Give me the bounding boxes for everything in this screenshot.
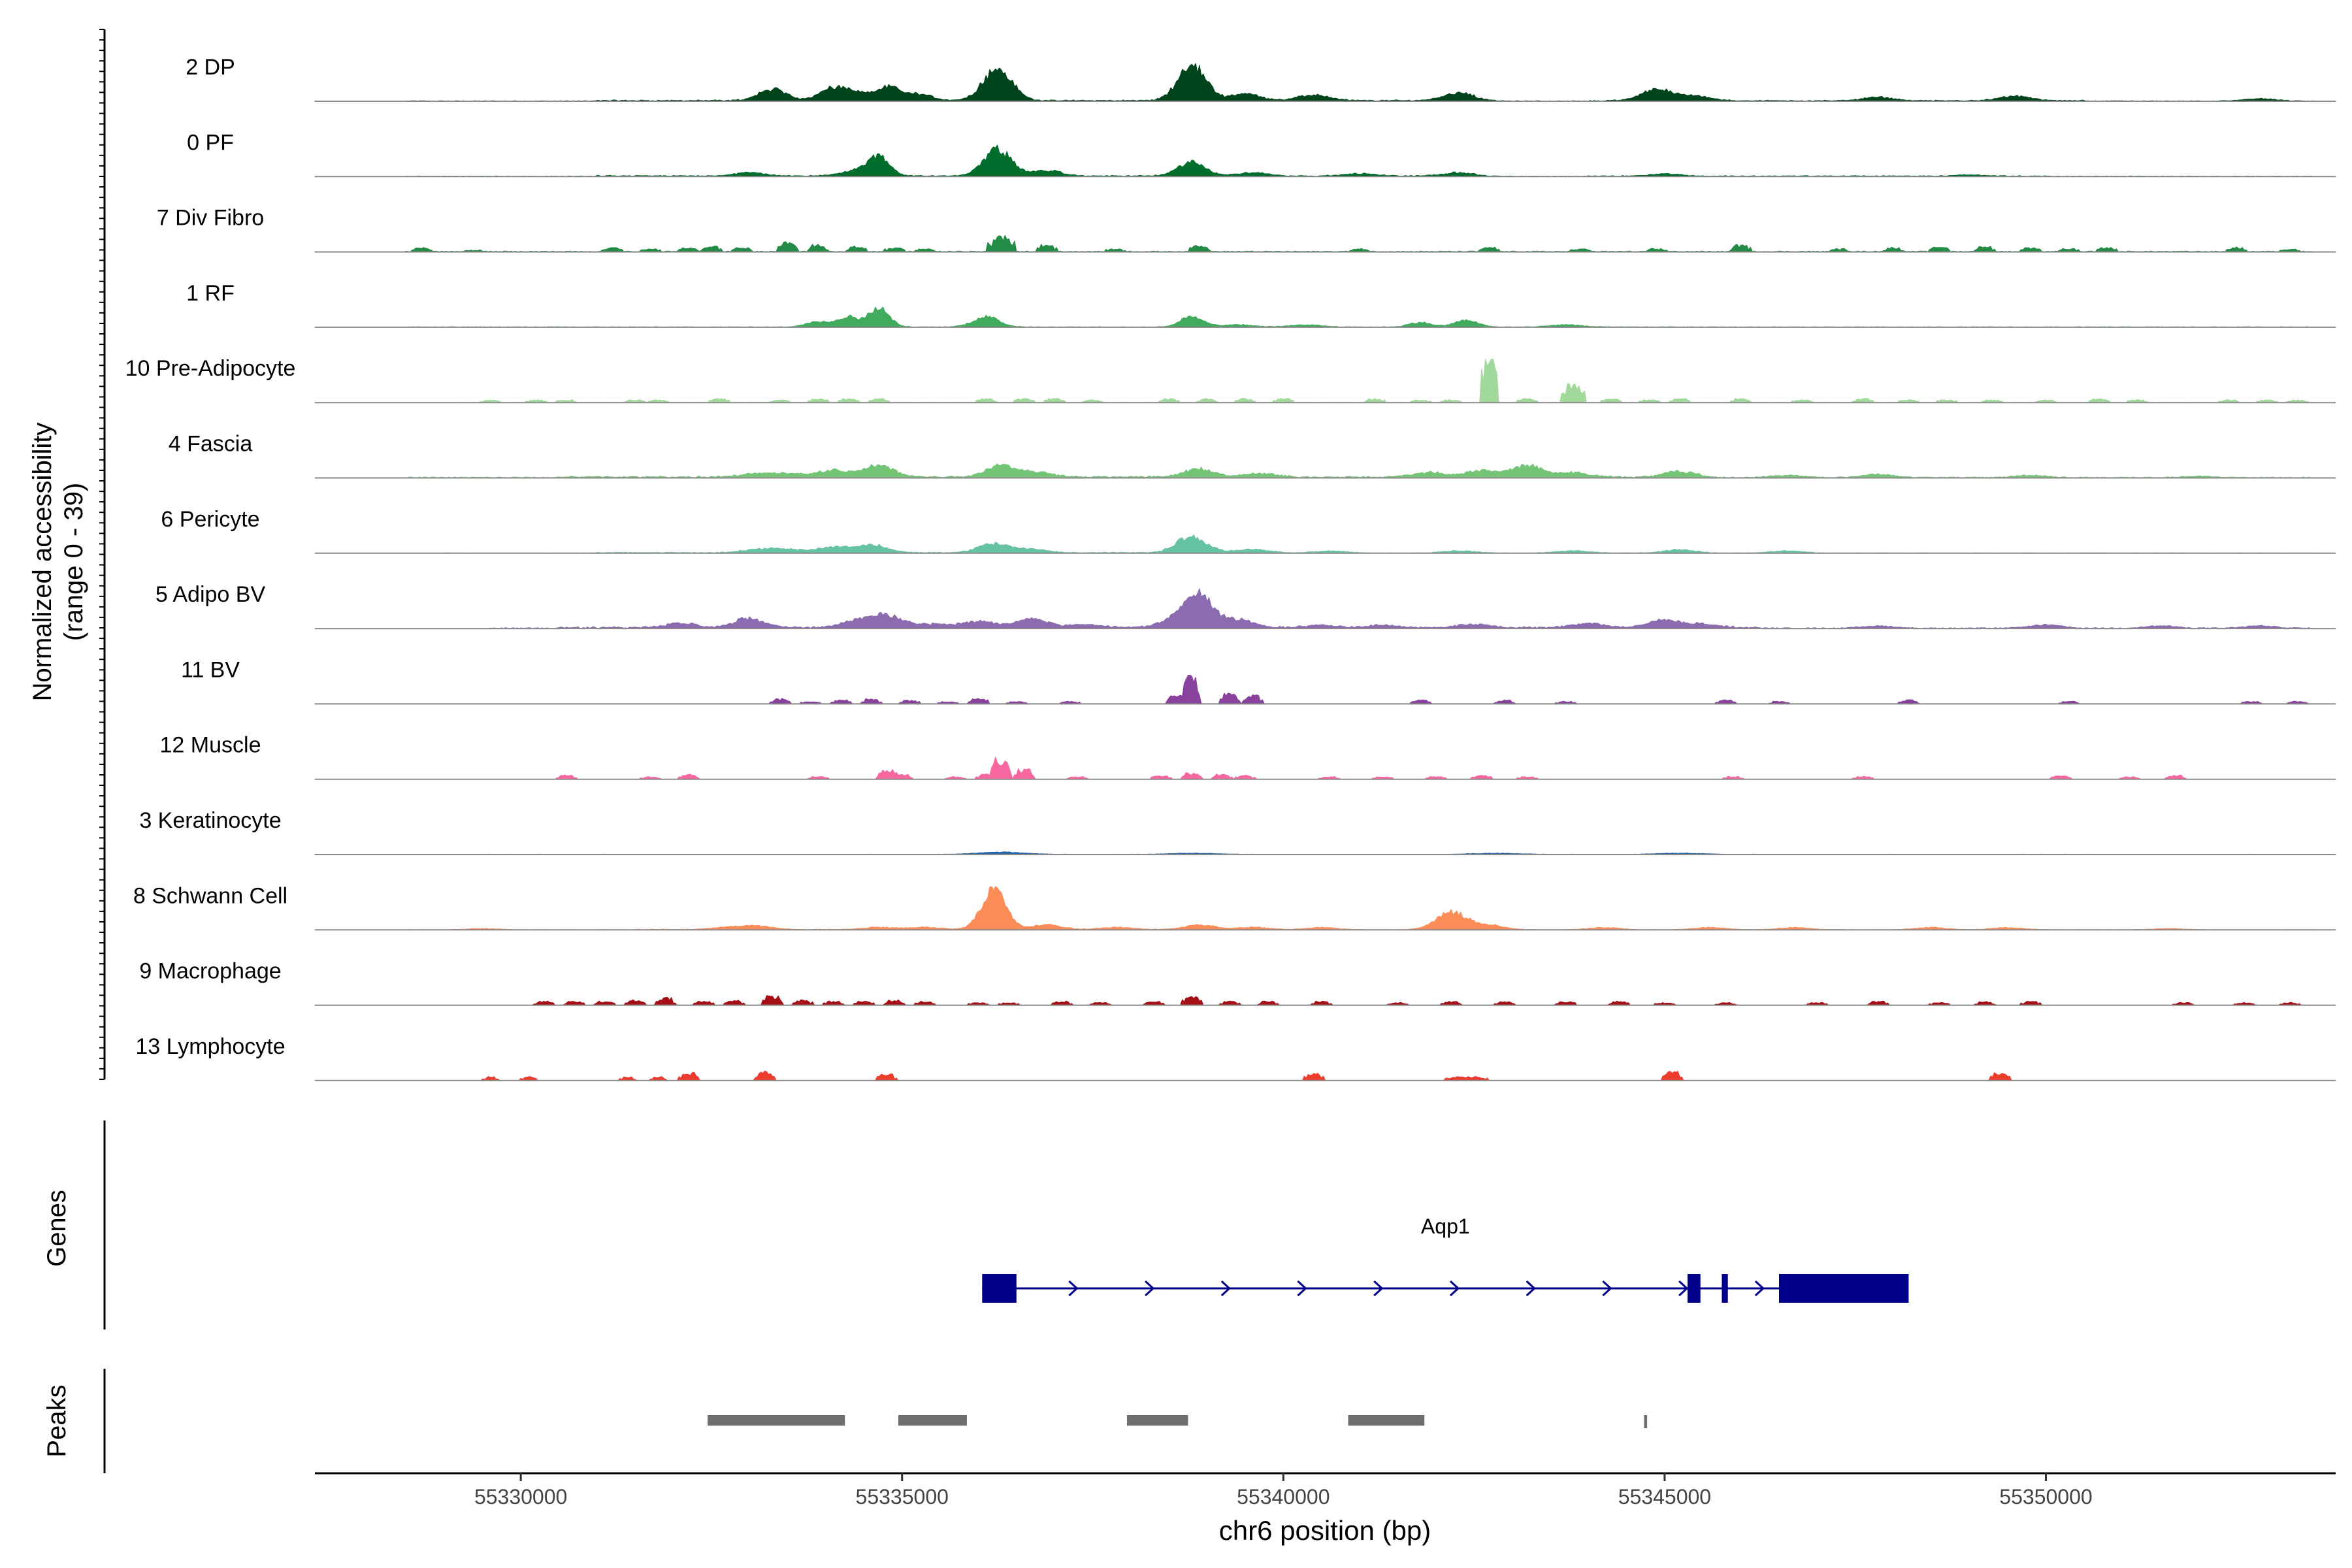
track-signal (314, 534, 2336, 554)
track-label: 3 Keratinocyte (139, 808, 281, 833)
track-signal (314, 235, 2336, 253)
track-signal (314, 757, 2336, 780)
x-tick-label: 55350000 (1999, 1485, 2092, 1509)
track-3-keratinocyte: 3 Keratinocyte (139, 808, 2336, 855)
track-signal (314, 63, 2336, 102)
gene-exon (1687, 1274, 1701, 1303)
x-axis-title: chr6 position (bp) (1219, 1515, 1431, 1546)
strand-arrow (1754, 1280, 1765, 1297)
track-label: 13 Lymphocyte (135, 1034, 285, 1059)
track-4-fascia: 4 Fascia (169, 432, 2336, 479)
strand-arrow (1220, 1280, 1231, 1297)
track-7-div-fibro: 7 Div Fibro (157, 206, 2336, 253)
track-label: 6 Pericyte (161, 507, 259, 532)
strand-arrow (1068, 1280, 1079, 1297)
strand-arrow (1449, 1280, 1460, 1297)
track-6-pericyte: 6 Pericyte (161, 507, 2336, 554)
genes-panel-label: Genes (42, 1190, 71, 1267)
track-label: 5 Adipo BV (155, 582, 266, 607)
track-11-bv: 11 BV (181, 657, 2336, 705)
peak-track (708, 1415, 1648, 1428)
track-label: 9 Macrophage (139, 959, 281, 984)
track-8-schwann-cell: 8 Schwann Cell (133, 883, 2336, 931)
track-signal (314, 588, 2336, 629)
strand-arrow (1678, 1280, 1689, 1297)
track-label: 10 Pre-Adipocyte (125, 356, 296, 381)
y-axis (99, 29, 106, 1080)
track-signal (314, 306, 2336, 328)
track-signal (314, 674, 2336, 704)
track-label: 12 Muscle (160, 733, 261, 758)
track-0-pf: 0 PF (187, 130, 2336, 178)
x-tick-label: 55335000 (856, 1485, 949, 1509)
peak-region (1348, 1415, 1425, 1426)
track-signal (314, 995, 2336, 1006)
peak-region (1127, 1415, 1188, 1426)
track-13-lymphocyte: 13 Lymphocyte (135, 1034, 2336, 1081)
strand-arrow (1526, 1280, 1536, 1297)
track-label: 7 Div Fibro (157, 206, 264, 231)
gene-label-aqp1: Aqp1 (1421, 1215, 1470, 1238)
track-label: 0 PF (187, 130, 234, 155)
peaks-panel-label: Peaks (42, 1384, 71, 1457)
gene-exon (1779, 1274, 1909, 1303)
gene-exon (1722, 1274, 1728, 1303)
strand-arrow (1602, 1280, 1612, 1297)
track-signal (314, 886, 2336, 930)
y-axis-label-line2: (range 0 - 39) (59, 483, 88, 641)
gene-exon (982, 1274, 1017, 1303)
track-signal (314, 359, 2336, 403)
x-tick-label: 55330000 (474, 1485, 567, 1509)
y-axis-label-line1: Normalized accessibility (28, 423, 57, 702)
accessibility-tracks: 2 DP 0 PF 7 Div Fibro 1 RF 10 Pre-Adipocyte 4… (125, 55, 2336, 1081)
peak-region (708, 1415, 845, 1426)
track-2-dp: 2 DP (186, 55, 2336, 102)
track-5-adipo-bv: 5 Adipo BV (155, 582, 2336, 630)
strand-arrow (1373, 1280, 1384, 1297)
track-12-muscle: 12 Muscle (160, 733, 2336, 780)
x-tick-label: 55340000 (1237, 1485, 1330, 1509)
strand-arrow (1297, 1280, 1307, 1297)
gene-track: Aqp1 (982, 1215, 1909, 1303)
track-10-pre-adipocyte: 10 Pre-Adipocyte (125, 356, 2336, 404)
track-label: 4 Fascia (169, 432, 253, 457)
track-signal (314, 1070, 2336, 1081)
peak-region (898, 1415, 967, 1426)
track-label: 8 Schwann Cell (133, 883, 287, 908)
x-axis: 55330000 55335000 55340000 55345000 55350000 (474, 1473, 2093, 1509)
x-tick-label: 55345000 (1618, 1485, 1711, 1509)
track-label: 11 BV (181, 657, 240, 682)
track-9-macrophage: 9 Macrophage (139, 959, 2336, 1006)
peak-region (1644, 1415, 1648, 1428)
track-label: 1 RF (186, 281, 235, 306)
track-signal (314, 463, 2336, 479)
track-label: 2 DP (186, 55, 235, 80)
track-1-rf: 1 RF (186, 281, 2336, 328)
strand-arrow (1145, 1280, 1155, 1297)
track-signal (314, 144, 2336, 177)
